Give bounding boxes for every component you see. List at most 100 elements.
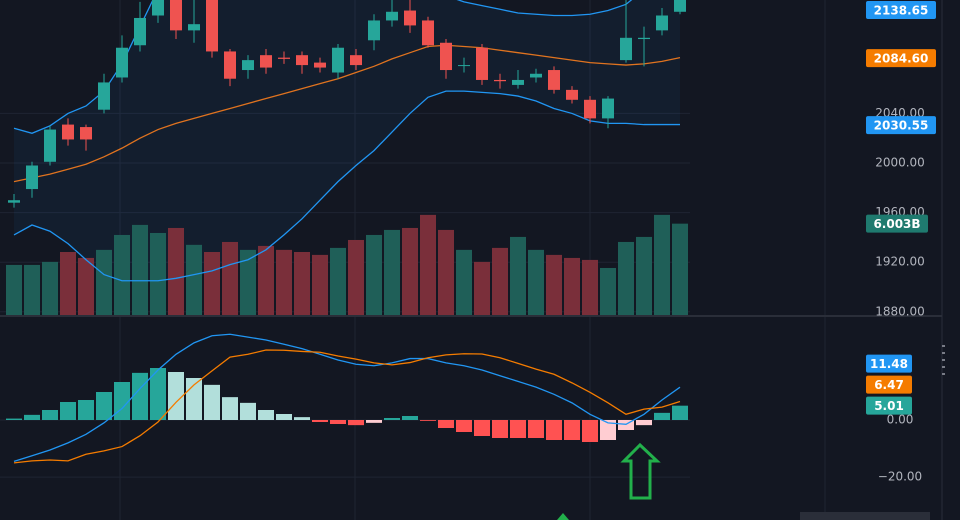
price-tag-label: 2084.60 (874, 52, 929, 66)
volume-bar (492, 247, 508, 315)
volume-bar (654, 214, 670, 315)
volume-bar (114, 234, 130, 315)
candle-body (368, 20, 380, 41)
candle-body (476, 47, 488, 80)
candle-body (224, 51, 236, 79)
histogram-bar (294, 417, 310, 420)
handle-dot (942, 345, 945, 347)
band-line (13, 44, 681, 183)
volume-bar (636, 236, 652, 315)
histogram-bar (78, 400, 94, 420)
volume-bar (330, 247, 346, 315)
candle-body (440, 42, 452, 71)
price-tag (866, 1, 936, 19)
candle-body (206, 0, 218, 52)
candle-body (242, 60, 254, 71)
histogram-bar (582, 420, 598, 442)
macd-tag (866, 354, 912, 373)
histogram-bar (312, 420, 328, 422)
axis-labels: 1880.001920.001960.002000.002040.002138.… (866, 1, 936, 484)
candle-body (494, 79, 506, 82)
price-tag-label: 2138.65 (874, 4, 929, 18)
candle-body (170, 0, 182, 31)
candle-body (530, 73, 542, 78)
volume-bar (402, 227, 418, 315)
histogram-bar (258, 410, 274, 420)
price-tag (866, 49, 936, 68)
volume-bar (150, 232, 166, 315)
volume-bar (204, 252, 220, 315)
candle-body (314, 62, 326, 68)
candle-body (152, 0, 164, 16)
histogram-bar (456, 420, 472, 432)
histogram-bar (60, 402, 76, 420)
histogram-bar (114, 382, 130, 420)
volume-bar (42, 261, 58, 315)
histogram-bar (510, 420, 526, 438)
y-tick-label: 1880.00 (875, 304, 925, 318)
candle-body (422, 20, 434, 46)
volume-bar (6, 264, 22, 315)
scroll-handle[interactable] (942, 345, 945, 375)
marker-triangle (557, 513, 569, 520)
histogram-bar (438, 420, 454, 428)
volume-bar (24, 264, 40, 315)
candle-body (80, 127, 92, 140)
handle-dot (942, 352, 945, 354)
volume-bar (348, 239, 364, 315)
candle-body (278, 57, 290, 59)
candle-body (188, 24, 200, 31)
volume-bar (258, 245, 274, 315)
macd-tag-label: 6.47 (874, 378, 904, 392)
candle-body (116, 47, 128, 78)
histogram-bar (330, 420, 346, 424)
histogram-bar (420, 420, 436, 421)
price-tag-label: 2030.55 (874, 119, 929, 133)
candle-body (566, 89, 578, 100)
macd-pane (0, 333, 690, 478)
volume-tag (866, 214, 928, 233)
histogram-bar (348, 420, 364, 426)
volume-bar (564, 257, 580, 315)
candle-body (548, 70, 560, 90)
volume-bar (600, 267, 616, 315)
band-line (13, 90, 680, 282)
volume-bar (528, 249, 544, 315)
volume-bar (582, 259, 598, 315)
histogram-bar (150, 368, 166, 420)
price-tag (866, 116, 936, 135)
volume-bar (96, 249, 112, 315)
volume-bar (366, 234, 382, 315)
candle-body (44, 129, 56, 162)
histogram-bar (492, 420, 508, 438)
candle-body (386, 11, 398, 21)
volume-bar (186, 244, 202, 315)
candle-body (332, 47, 344, 73)
histogram-bar (672, 405, 688, 420)
histogram-bar (276, 414, 292, 420)
candle-body (512, 79, 524, 85)
volume-bar (456, 249, 472, 315)
price-pane (0, 0, 690, 315)
histogram-bar (6, 418, 22, 420)
handle-dot (942, 373, 945, 375)
histogram-bar (24, 414, 40, 420)
y-tick-label: 0.00 (887, 413, 914, 427)
macd-tag (866, 375, 912, 394)
histogram-bar (600, 420, 616, 440)
volume-bar (168, 227, 184, 315)
candle-body (296, 55, 308, 66)
volume-bar (618, 241, 634, 315)
y-tick-label: 1920.00 (875, 255, 925, 269)
histogram-bar (654, 412, 670, 420)
macd-line (13, 349, 681, 464)
volume-bar (420, 214, 436, 315)
volume-bar (78, 257, 94, 315)
histogram-bar (222, 397, 238, 420)
candle-body (584, 99, 596, 119)
candle-body (638, 37, 650, 40)
candle-body (350, 55, 362, 66)
volume-bar (294, 252, 310, 315)
